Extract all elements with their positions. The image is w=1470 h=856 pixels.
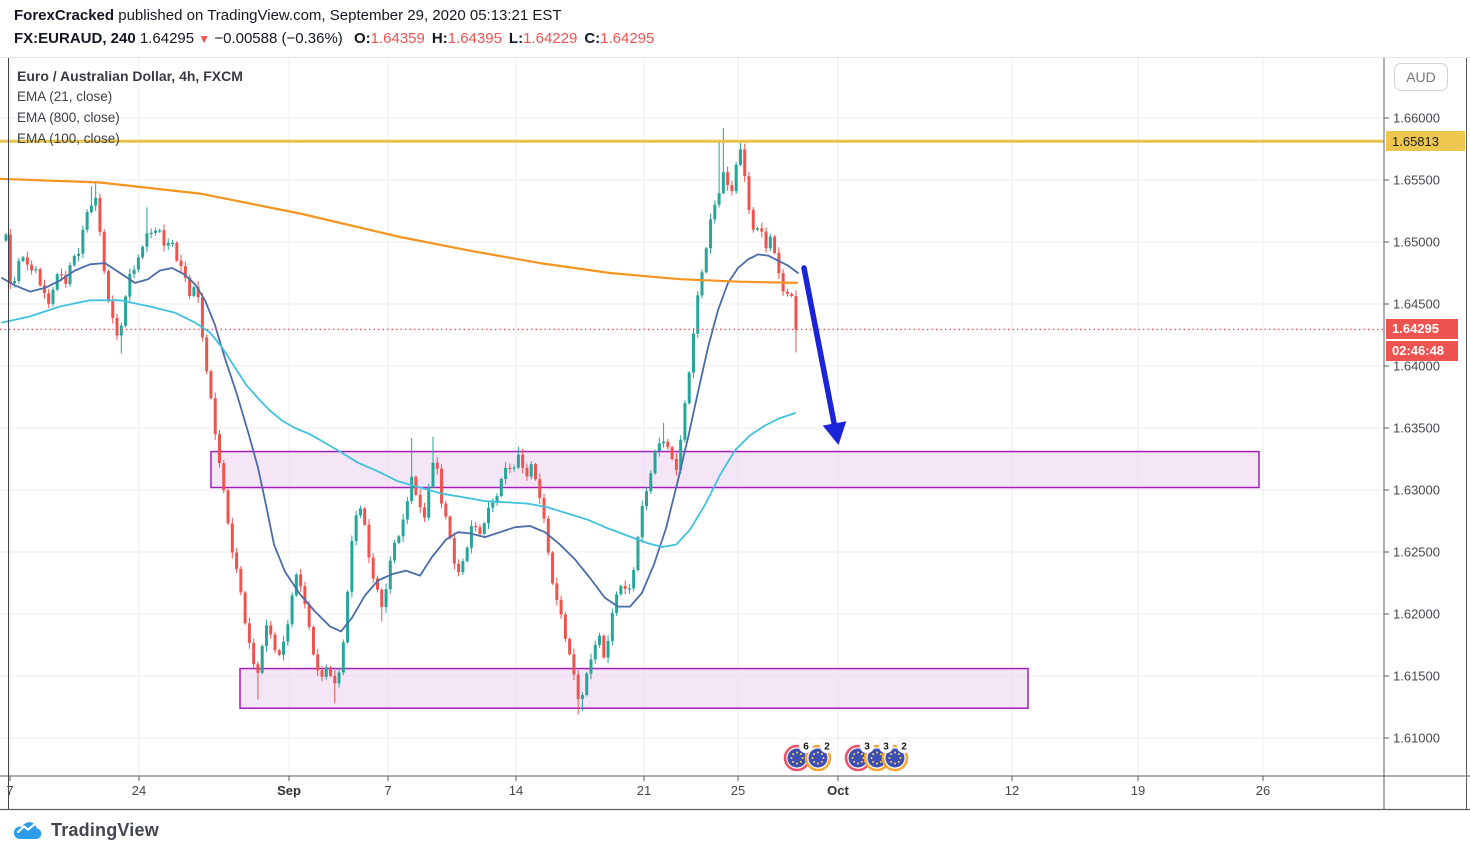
axis-borders [0, 58, 1470, 811]
ohlc-values: O:1.64359 H:1.64395 L:1.64229 C:1.64295 [347, 30, 654, 47]
time-tick-label: 14 [508, 783, 524, 798]
event-count-badge: 2 [901, 741, 907, 752]
ohlc-key: L: [508, 30, 524, 47]
event-count-badge: 6 [803, 741, 809, 752]
publisher-name: ForexCracked [14, 7, 115, 24]
ohlc-value: 1.64295 [600, 30, 655, 47]
ohlc-value: 1.64359 [370, 30, 425, 47]
legend-ema100[interactable]: EMA (100, close) [17, 131, 120, 146]
legend-ema21[interactable]: EMA (21, close) [17, 89, 113, 104]
price-tick-label: 1.62500 [1393, 544, 1440, 560]
price-tick-label: 1.64500 [1393, 296, 1440, 312]
last-price-label: 1.64295 [1386, 318, 1458, 339]
time-tick-label: Sep [277, 783, 301, 798]
price-tick-label: 1.65500 [1393, 172, 1440, 188]
time-tick-label: 19 [1130, 783, 1146, 798]
tradingview-footer[interactable]: TradingView [12, 818, 159, 842]
time-tick-label: 7 [6, 783, 14, 798]
candlestick-series [4, 127, 798, 715]
time-tick-label: 26 [1255, 783, 1271, 798]
legend-ema800[interactable]: EMA (800, close) [17, 110, 120, 125]
tradingview-wordmark: TradingView [51, 819, 159, 840]
price-tick-label: 1.64000 [1393, 358, 1440, 374]
time-tick-label: 24 [131, 783, 147, 798]
last-price: 1.64295 [139, 30, 195, 47]
resistance-zone-rect[interactable] [210, 450, 1260, 489]
price-tick-label: 1.61000 [1393, 730, 1440, 746]
legend-symbol-title[interactable]: Euro / Australian Dollar, 4h, FXCM [17, 68, 243, 84]
resistance-price-label: 1.65813 [1386, 131, 1465, 152]
down-triangle-icon: ▼ [198, 32, 211, 46]
eu-flag-icon [848, 748, 868, 768]
symbol-info-line: FX:EURAUD, 240 1.64295 ▼ −0.00588 (−0.36… [14, 30, 654, 47]
time-tick-label: Oct [827, 783, 849, 798]
price-tick-label: 1.63000 [1393, 482, 1440, 498]
eu-flag-icon [808, 748, 828, 768]
publish-info-line: ForexCracked published on TradingView.co… [14, 7, 562, 24]
ohlc-value: 1.64395 [447, 30, 502, 47]
price-change: −0.00588 (−0.36%) [214, 30, 343, 47]
event-icon-group-2[interactable]: 3 3 2 [844, 738, 912, 772]
eu-flag-icon [787, 748, 807, 768]
symbol-name[interactable]: FX:EURAUD, 240 [14, 30, 136, 47]
event-count-badge: 3 [883, 741, 889, 752]
event-count-badge: 3 [864, 741, 870, 752]
event-count-badge: 2 [824, 741, 830, 752]
ema-800-line[interactable] [0, 177, 799, 284]
down-arrow-annotation[interactable] [801, 265, 847, 445]
ohlc-key: O: [353, 30, 371, 47]
currency-toggle-button[interactable]: AUD [1394, 63, 1448, 91]
ohlc-key: C: [584, 30, 601, 47]
eu-flag-icon [867, 748, 887, 768]
price-tick-label: 1.65000 [1393, 234, 1440, 250]
bar-countdown-label: 02:46:48 [1386, 340, 1458, 361]
tradingview-logo-icon [13, 821, 42, 840]
grid-lines [0, 58, 1384, 776]
ohlc-key: H: [431, 30, 448, 47]
ema-100-line[interactable] [1, 299, 796, 548]
price-tick-label: 1.66000 [1393, 110, 1440, 126]
time-tick-label: 7 [384, 783, 392, 798]
eu-flag-icon [885, 748, 905, 768]
price-tick-label: 1.63500 [1393, 420, 1440, 436]
time-tick-label: 12 [1004, 783, 1020, 798]
time-tick-label: 25 [730, 783, 746, 798]
header-divider [0, 57, 1470, 58]
price-tick-label: 1.62000 [1393, 606, 1440, 622]
chart-legend: Euro / Australian Dollar, 4h, FXCM EMA (… [17, 66, 243, 149]
publish-text: published on TradingView.com, September … [118, 7, 562, 24]
support-zone-rect[interactable] [239, 667, 1029, 709]
ohlc-value: 1.64229 [523, 30, 578, 47]
price-tick-label: 1.61500 [1393, 668, 1440, 684]
time-tick-label: 21 [636, 783, 652, 798]
ema-21-line[interactable] [1, 253, 799, 633]
